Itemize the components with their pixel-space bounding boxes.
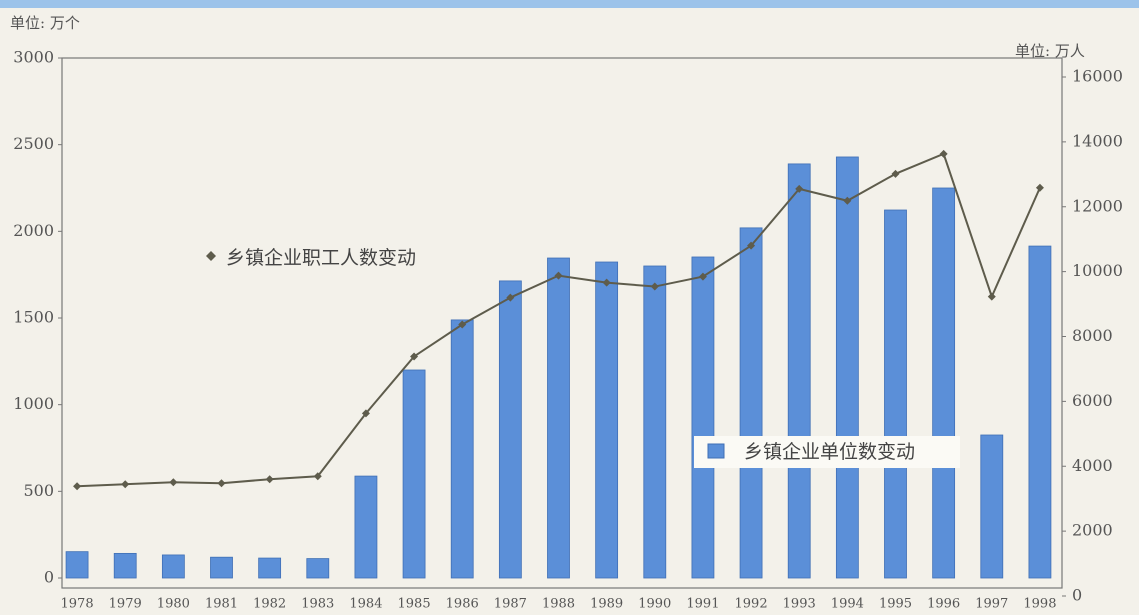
point	[650, 282, 659, 291]
y2-tick-label: 8000	[1072, 326, 1113, 345]
x-tick-label: 1990	[638, 597, 671, 612]
bar	[65, 551, 89, 579]
point	[698, 272, 707, 281]
point	[217, 479, 226, 488]
y2-tick-label: 0	[1072, 586, 1082, 605]
bar	[258, 557, 282, 579]
point	[506, 293, 515, 302]
x-tick-label: 1981	[205, 597, 238, 612]
bar	[691, 256, 715, 579]
x-tick-label: 1982	[253, 597, 286, 612]
y-tick-label: 2500	[13, 134, 54, 153]
x-tick-label: 1980	[157, 597, 190, 612]
bar	[450, 319, 474, 579]
bar	[595, 261, 619, 579]
bar	[787, 163, 811, 579]
bar	[547, 257, 570, 579]
bar	[402, 369, 426, 579]
legend-swatch	[206, 251, 216, 261]
point	[843, 196, 852, 205]
y2-tick-label: 4000	[1072, 456, 1113, 475]
x-tick-label: 1994	[831, 597, 864, 612]
y-tick-label: 2000	[13, 221, 54, 240]
x-tick-label: 1988	[542, 597, 575, 612]
legend-box	[694, 436, 960, 468]
x-tick-label: 1995	[879, 597, 912, 612]
top-strip	[0, 0, 1139, 8]
bar	[306, 558, 330, 579]
point	[939, 149, 948, 158]
y-tick-label: 3000	[13, 48, 54, 67]
point	[121, 480, 130, 489]
bar	[739, 227, 763, 579]
bar	[498, 280, 522, 579]
bar	[161, 554, 185, 579]
y2-tick-label: 16000	[1072, 67, 1123, 86]
bar	[643, 265, 667, 579]
x-tick-label: 1983	[301, 597, 334, 612]
point	[747, 241, 756, 250]
y2-tick-label: 14000	[1072, 131, 1123, 150]
y2-tick-label: 6000	[1072, 391, 1113, 410]
x-tick-label: 1991	[686, 597, 719, 612]
point	[891, 169, 900, 178]
bar	[884, 209, 907, 579]
y2-tick-label: 12000	[1072, 196, 1123, 215]
legend-swatch	[707, 443, 725, 459]
right-unit: 单位: 万人	[1015, 42, 1085, 60]
point	[265, 475, 274, 484]
x-tick-label: 1978	[61, 597, 94, 612]
y2-tick-label: 10000	[1072, 261, 1123, 280]
bar	[1028, 245, 1052, 579]
left-unit: 单位: 万个	[10, 14, 80, 32]
y-tick-label: 1500	[13, 308, 54, 327]
y-tick-label: 0	[44, 568, 54, 587]
bar	[835, 156, 859, 579]
x-tick-label: 1986	[446, 597, 479, 612]
point	[169, 478, 178, 487]
x-tick-label: 1979	[109, 597, 142, 612]
y-tick-label: 1000	[13, 394, 54, 413]
point	[795, 184, 804, 193]
x-tick-label: 1998	[1023, 597, 1056, 612]
x-tick-label: 1992	[735, 597, 768, 612]
x-tick-label: 1987	[494, 597, 527, 612]
x-tick-label: 1985	[398, 597, 431, 612]
x-tick-label: 1996	[927, 597, 960, 612]
bar	[113, 552, 137, 579]
bar	[210, 556, 233, 579]
x-tick-label: 1984	[349, 597, 382, 612]
point	[554, 271, 563, 280]
bar	[932, 187, 956, 579]
point	[602, 278, 611, 287]
x-tick-label: 1993	[783, 597, 816, 612]
plot-frame	[61, 57, 1063, 589]
point	[1035, 183, 1044, 192]
point	[987, 292, 996, 301]
x-tick-label: 1997	[975, 597, 1008, 612]
legend-label: 乡镇企业职工人数变动	[226, 247, 416, 269]
bar	[354, 475, 378, 579]
point	[410, 352, 419, 361]
bar	[980, 434, 1004, 579]
legend-label: 乡镇企业单位数变动	[744, 441, 915, 463]
y2-tick-label: 2000	[1072, 521, 1113, 540]
point	[313, 472, 322, 481]
point	[361, 409, 370, 418]
y-tick-label: 500	[23, 481, 54, 500]
point	[458, 320, 467, 329]
x-tick-label: 1989	[590, 597, 623, 612]
point	[73, 482, 82, 491]
